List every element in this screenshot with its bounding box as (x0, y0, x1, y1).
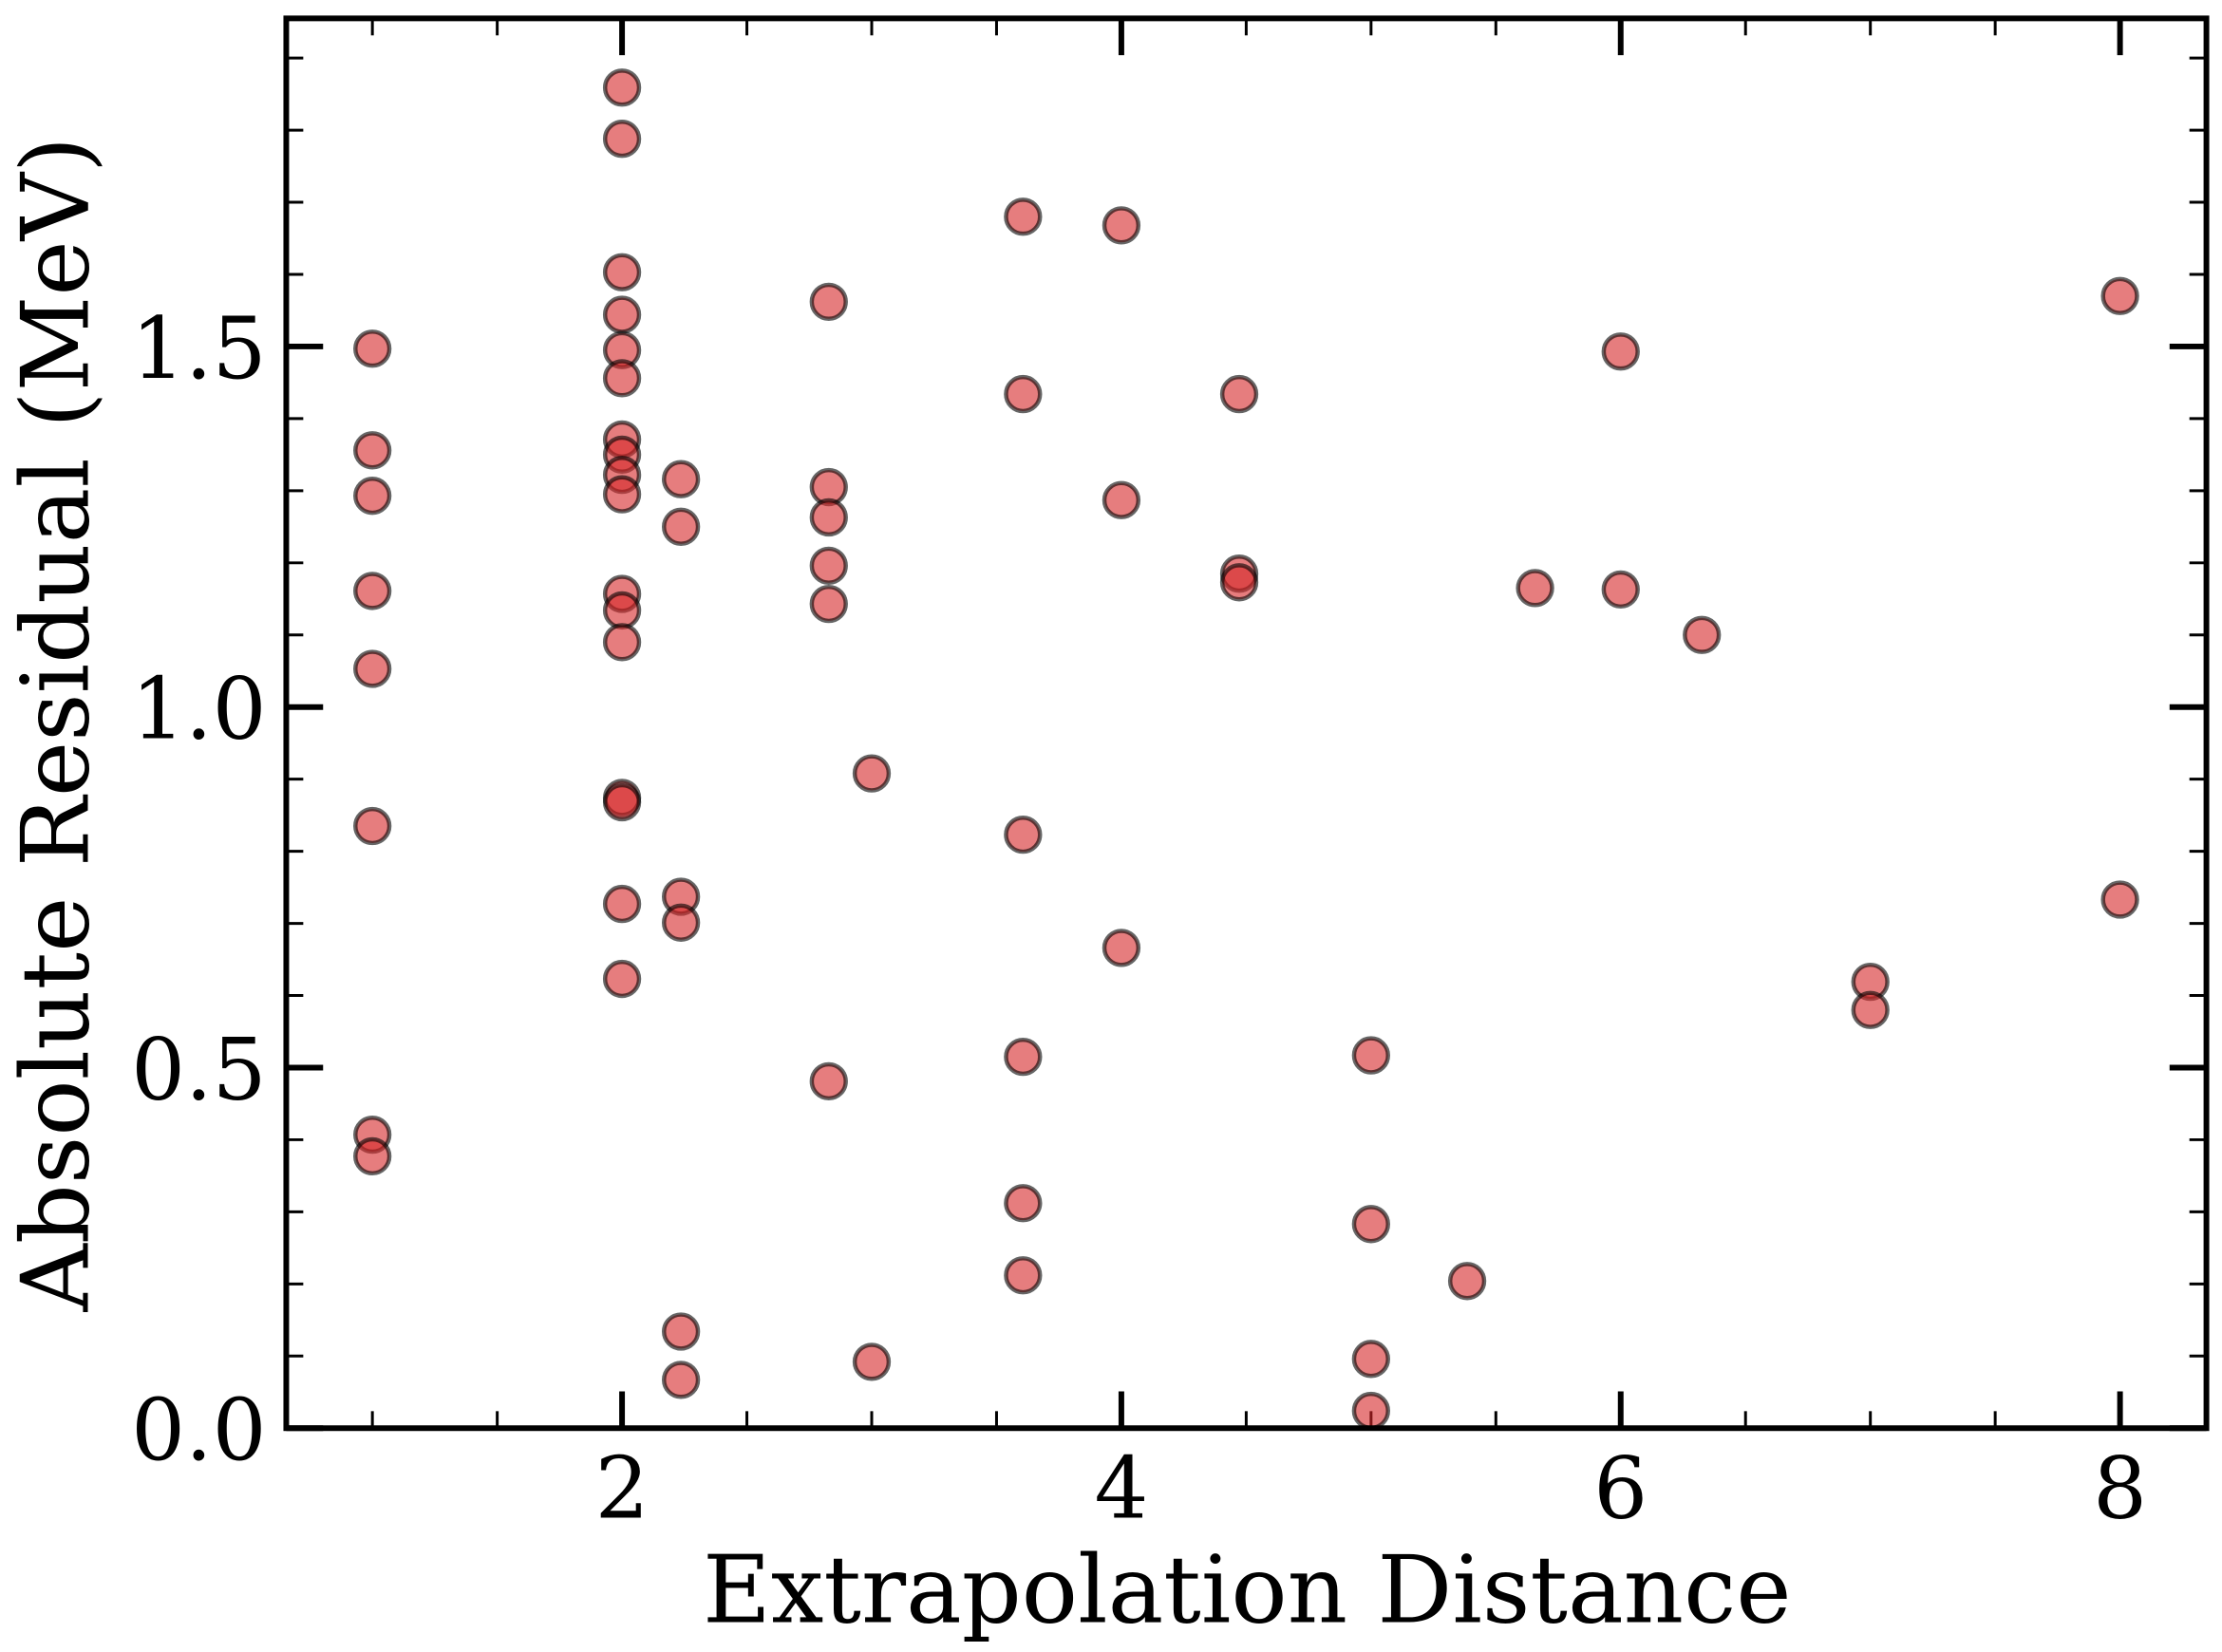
point (602, 295, 642, 334)
point (1102, 480, 1141, 519)
point (1004, 1256, 1043, 1295)
y-tick-label: 1.0 (131, 661, 266, 760)
point (353, 649, 392, 688)
point (1004, 374, 1043, 414)
y-tick-label: 1.5 (131, 300, 266, 399)
point (602, 253, 642, 291)
point (602, 782, 642, 822)
point (2100, 276, 2139, 315)
point (602, 884, 642, 924)
point (602, 475, 642, 514)
point (2100, 880, 2139, 919)
point (353, 431, 392, 470)
x-tick-label: 8 (2093, 1439, 2147, 1538)
point (809, 584, 848, 624)
point (602, 623, 642, 662)
point (1004, 1037, 1043, 1077)
point (1447, 1262, 1487, 1301)
point (1683, 615, 1722, 654)
point (353, 572, 392, 610)
x-tick-label: 2 (595, 1439, 650, 1538)
x-tick-label: 6 (1593, 1439, 1648, 1538)
point (602, 359, 642, 398)
point (1219, 563, 1259, 602)
point (1851, 990, 1890, 1029)
point (809, 1061, 848, 1101)
point (1516, 569, 1554, 608)
point (1351, 1205, 1390, 1244)
point (602, 959, 642, 999)
point (353, 329, 392, 368)
point (353, 806, 392, 846)
point (1004, 1184, 1043, 1223)
point (661, 507, 701, 546)
point (353, 1136, 392, 1176)
point (852, 1342, 892, 1381)
point (809, 546, 848, 585)
point (1351, 1036, 1390, 1075)
point (602, 591, 642, 630)
x-tick-label: 4 (1094, 1439, 1148, 1538)
point (1351, 1391, 1390, 1431)
point (661, 1361, 701, 1399)
point (661, 1312, 701, 1351)
point (1351, 1340, 1390, 1379)
point (1601, 332, 1640, 371)
point (602, 68, 642, 107)
point (661, 903, 701, 942)
plot-frame (283, 15, 2210, 1432)
point (661, 460, 701, 498)
x-axis-label: Extrapolation Distance (703, 1537, 1792, 1645)
point (1219, 374, 1259, 414)
point (1102, 929, 1141, 967)
point (1102, 206, 1141, 245)
point (353, 477, 392, 516)
point (602, 120, 642, 159)
y-tick-label: 0.0 (131, 1381, 266, 1480)
point (852, 754, 892, 793)
y-axis-label: Absolute Residual (MeV) (3, 137, 111, 1313)
point (1004, 816, 1043, 854)
point (809, 282, 848, 322)
point (809, 497, 848, 537)
point (1601, 570, 1640, 610)
point (1004, 197, 1043, 236)
y-tick-label: 0.5 (131, 1021, 266, 1119)
